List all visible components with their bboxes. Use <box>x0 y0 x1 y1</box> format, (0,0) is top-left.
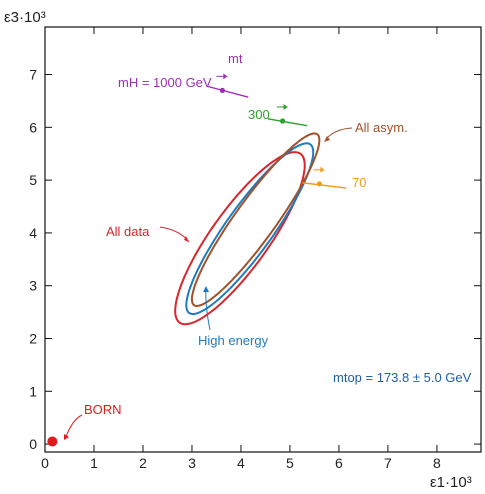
mtop-error-segment <box>302 182 347 189</box>
y-tick-label: 0 <box>29 436 37 452</box>
y-axis-title: ε3·10³ <box>4 9 46 26</box>
label-mh-1000: mH = 1000 GeV <box>118 75 212 90</box>
mtop-arrow-group <box>206 73 347 189</box>
x-tick-label: 7 <box>384 455 392 471</box>
axis-ticks: 0 1 2 3 4 5 6 7 8 0 1 2 3 4 5 6 7 <box>29 27 481 471</box>
y-tick-label: 3 <box>29 278 37 294</box>
y-tick-label: 4 <box>29 225 37 241</box>
ellipse-all-data <box>174 151 306 326</box>
plot-frame <box>44 26 482 453</box>
y-tick-label: 5 <box>29 172 37 188</box>
mt-direction-arrow-head <box>283 103 288 110</box>
x-tick-label: 1 <box>90 455 98 471</box>
label-mtop: mtop = 173.8 ± 5.0 GeV <box>333 370 472 385</box>
y-tick-label: 1 <box>29 383 37 399</box>
born-point <box>47 436 58 447</box>
x-axis-title: ε1·10³ <box>430 474 472 491</box>
x-tick-label: 8 <box>433 455 441 471</box>
label-born: BORN <box>84 402 122 417</box>
x-tick-label: 3 <box>188 455 196 471</box>
ellipse-group <box>47 132 321 447</box>
mh-point <box>279 118 286 124</box>
label-all-asym: All asym. <box>355 120 408 135</box>
label-high-energy: High energy <box>198 333 269 348</box>
mtop-error-segment <box>206 85 249 98</box>
label-all-data: All data <box>106 224 150 239</box>
label-mh-70: 70 <box>352 175 366 190</box>
born-pointer-head <box>64 434 69 440</box>
all-data-pointer-head <box>184 236 189 242</box>
all-asym-pointer-head <box>324 136 330 142</box>
x-tick-label: 5 <box>286 455 294 471</box>
born-pointer <box>65 414 83 438</box>
y-tick-label: 7 <box>29 67 37 83</box>
y-tick-label: 2 <box>29 330 37 346</box>
x-tick-label: 4 <box>237 455 245 471</box>
mt-direction-arrow-head <box>320 166 325 173</box>
ellipse-all-asym- <box>190 132 321 308</box>
mtop-error-segment <box>267 118 308 127</box>
high-energy-pointer <box>205 288 211 331</box>
y-tick-label: 6 <box>29 119 37 135</box>
all-asym-pointer <box>325 127 353 140</box>
label-mh-300: 300 <box>248 107 270 122</box>
x-tick-label: 6 <box>335 455 343 471</box>
high-energy-pointer-head <box>203 286 209 292</box>
mh-point <box>219 87 225 93</box>
label-mt-arrow: mt <box>228 51 243 66</box>
mh-point <box>316 181 322 187</box>
mt-direction-arrow-head <box>223 73 228 80</box>
x-tick-label: 2 <box>139 455 147 471</box>
x-tick-label: 0 <box>41 455 49 471</box>
